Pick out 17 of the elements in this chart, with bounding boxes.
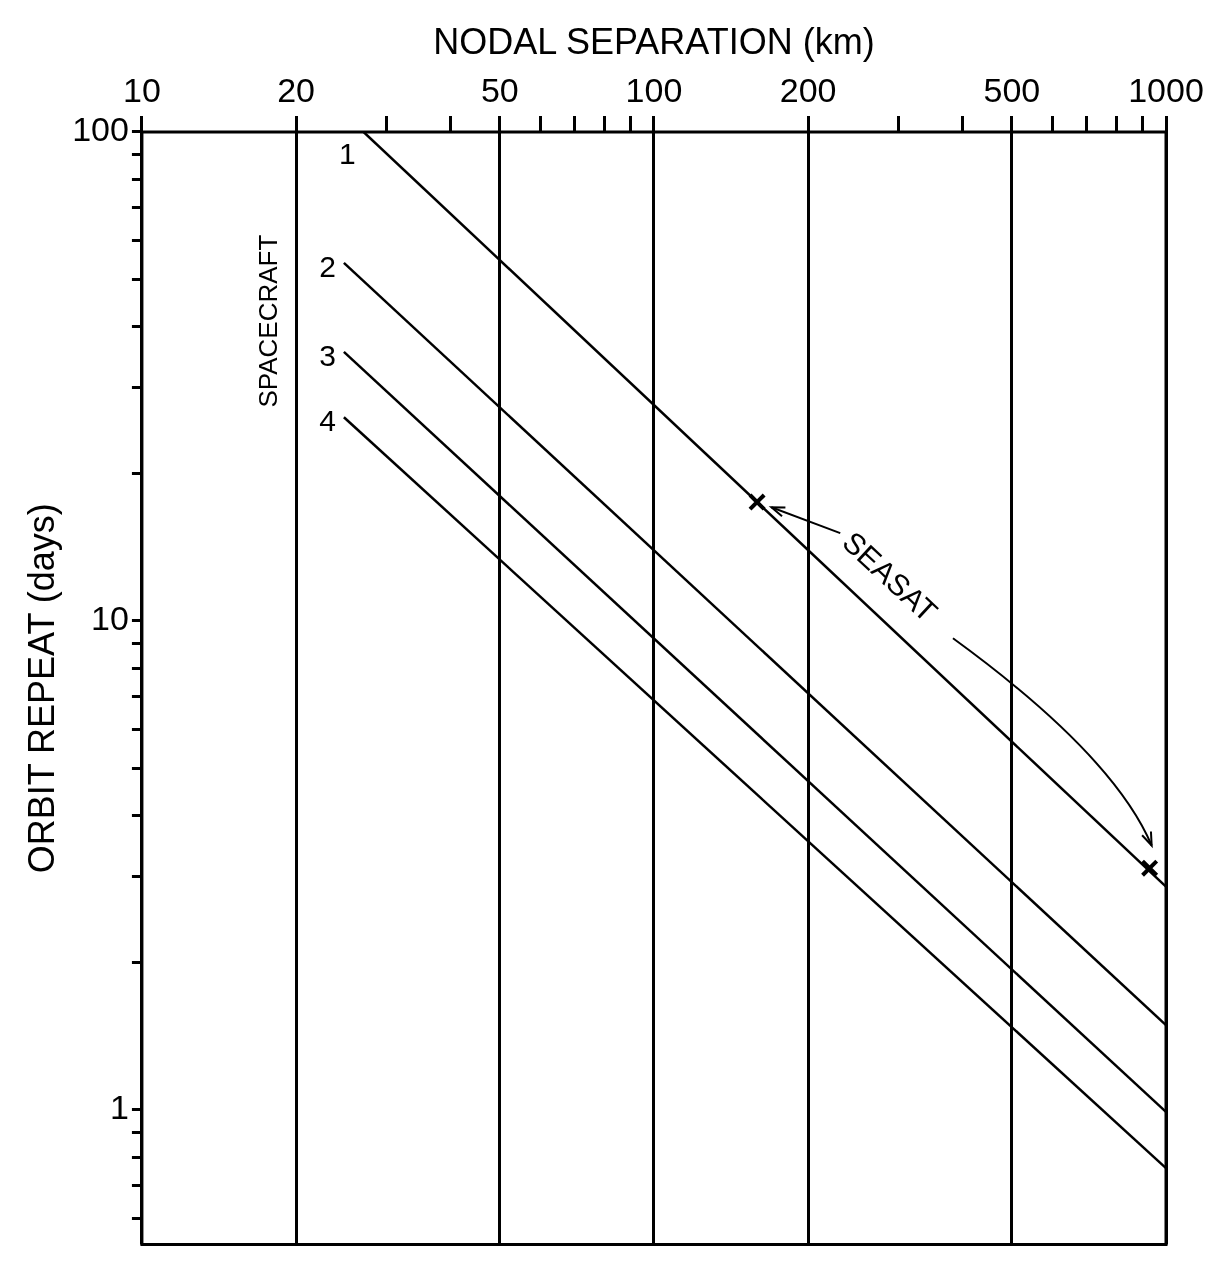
series-label: 1 (338, 137, 356, 171)
x-tick-label: 500 (983, 70, 1041, 109)
y-tick-label: 100 (72, 110, 129, 149)
series-label: 2 (319, 250, 336, 284)
x-tick-label: 20 (277, 70, 315, 109)
annotation: SPACECRAFT (253, 234, 284, 408)
x-tick-label: 100 (625, 70, 683, 109)
x-tick-label: 1000 (1128, 70, 1204, 109)
y-axis-title: ORBIT REPEAT (days) (20, 503, 62, 874)
series-label: 3 (319, 339, 336, 373)
y-tick-label: 10 (91, 599, 129, 638)
x-tick-label: 50 (480, 70, 519, 109)
series-label: 4 (319, 404, 336, 438)
x-tick-label: 200 (779, 70, 837, 109)
x-axis-title: NODAL SEPARATION (km) (433, 20, 875, 62)
y-tick-label: 1 (110, 1088, 129, 1127)
x-tick-label: 10 (123, 70, 161, 109)
